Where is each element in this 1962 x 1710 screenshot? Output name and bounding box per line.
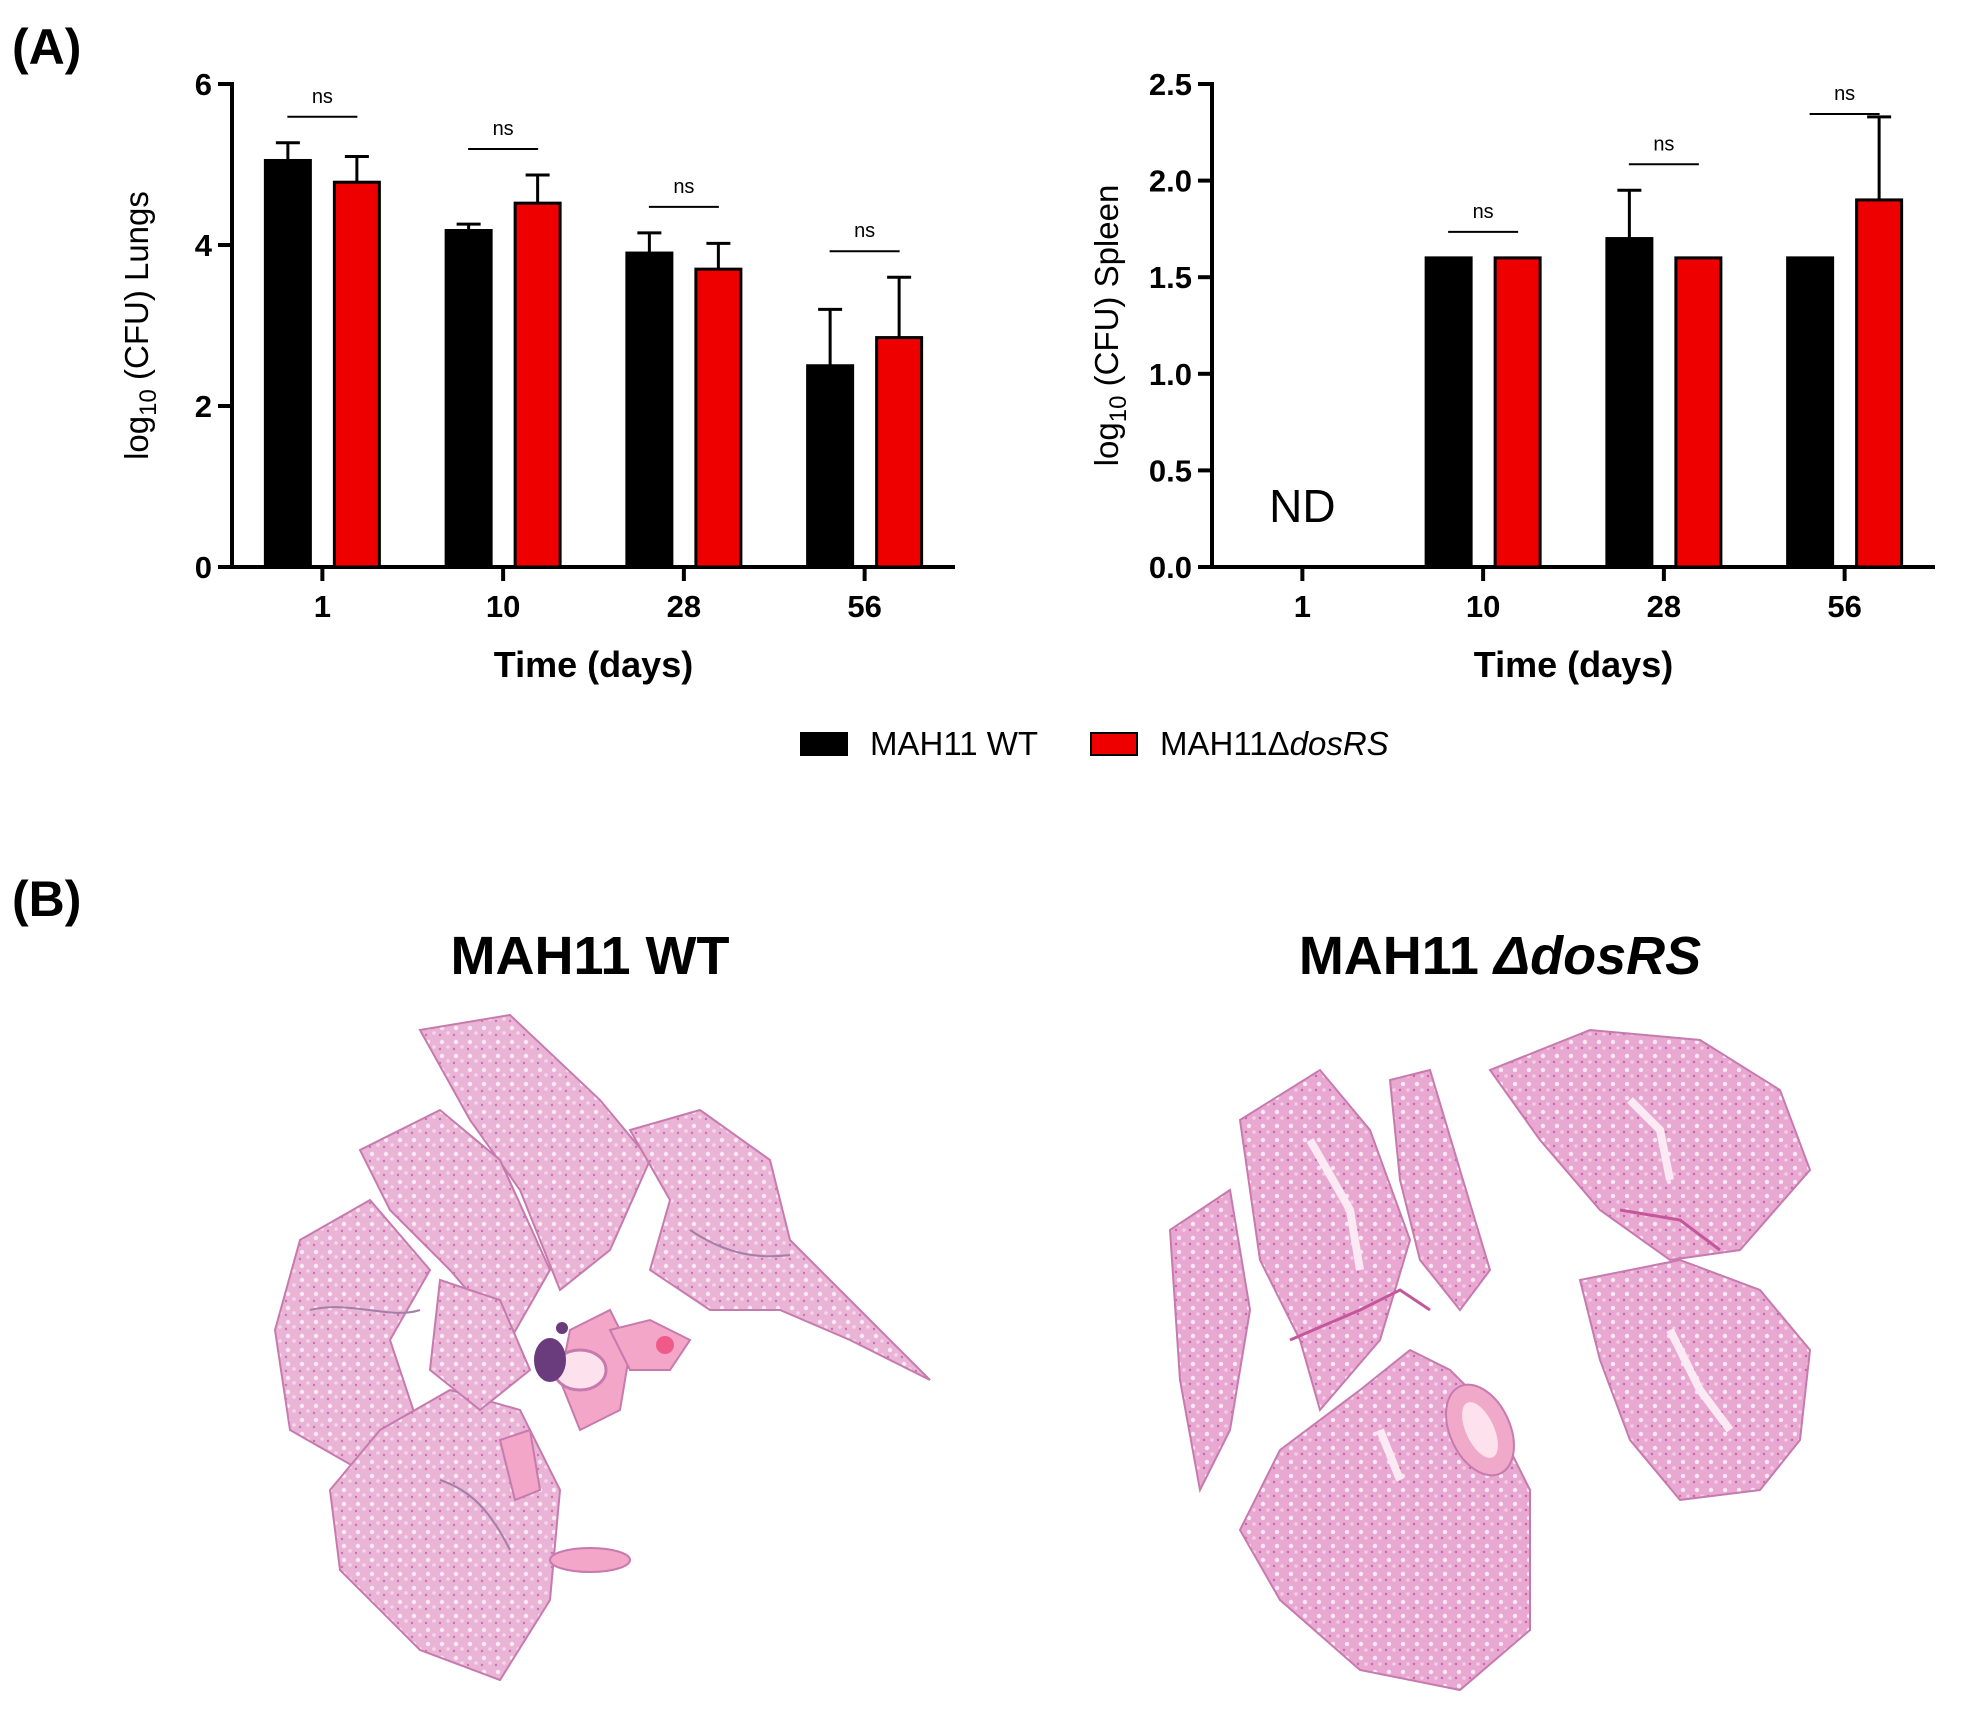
- spleen-y-tick-label: 1.0: [1149, 357, 1192, 392]
- panel-label-b: (B): [12, 871, 82, 927]
- spleen-nd-annotation: ND: [1269, 480, 1335, 532]
- lungs-bar: [263, 158, 312, 569]
- lungs-cfu-chart: 0 2 4 6 1 ns 10 ns 28 ns 56 ns Time (days) log10 (CFU…: [118, 67, 955, 685]
- lungs-bar: [875, 336, 924, 569]
- lungs-bar: [806, 364, 855, 569]
- histology-title-mutant: MAH11 ΔdosRS: [1298, 926, 1702, 986]
- legend-swatch-wt: [800, 732, 848, 756]
- spleen-bar: [1855, 198, 1904, 569]
- histology-image-mutant: [1168, 1028, 1812, 1692]
- spleen-significance-label: ns: [1834, 83, 1855, 105]
- spleen-y-axis-title: log10 (CFU) Spleen: [1088, 185, 1132, 467]
- spleen-x-axis-title: Time (days): [1474, 644, 1673, 685]
- lungs-y-axis-title: log10 (CFU) Lungs: [118, 191, 162, 460]
- spleen-significance-label: ns: [1653, 133, 1674, 155]
- lungs-significance-label: ns: [673, 176, 694, 198]
- lungs-significance-label: ns: [854, 220, 875, 242]
- lungs-bar: [513, 201, 562, 569]
- lungs-x-tick-label: 1: [314, 589, 331, 624]
- spleen-bar: [1493, 256, 1542, 569]
- chart-legend: MAH11 WT MAH11ΔdosRS: [0, 725, 1962, 775]
- spleen-significance-label: ns: [1473, 201, 1494, 223]
- lungs-x-axis-title: Time (days): [494, 644, 693, 685]
- spleen-bar: [1424, 256, 1473, 569]
- legend-label-mutant: MAH11ΔdosRS: [1160, 725, 1389, 762]
- lungs-bar: [694, 267, 743, 569]
- lungs-x-tick-label: 56: [847, 589, 881, 624]
- legend-swatch-mutant: [1090, 732, 1138, 756]
- spleen-bar: [1786, 256, 1835, 569]
- lungs-y-tick-label: 2: [195, 389, 212, 424]
- lungs-bar: [444, 229, 493, 569]
- lungs-y-tick-label: 6: [195, 67, 212, 102]
- spleen-y-tick-label: 0.5: [1149, 453, 1192, 488]
- lungs-y-tick-label: 0: [195, 550, 212, 585]
- spleen-y-tick-label: 2.0: [1149, 164, 1192, 199]
- histology-title-wt: MAH11 WT: [450, 926, 730, 986]
- spleen-y-tick-label: 0.0: [1149, 550, 1192, 585]
- spleen-x-tick-label: 56: [1827, 589, 1861, 624]
- lungs-y-tick-label: 4: [195, 228, 213, 263]
- lungs-x-tick-label: 10: [486, 589, 520, 624]
- spleen-x-tick-label: 28: [1647, 589, 1681, 624]
- lungs-bar: [332, 180, 381, 569]
- histology-image-wt: [273, 1013, 931, 1682]
- spleen-y-tick-label: 2.5: [1149, 67, 1192, 102]
- legend-item-wt: MAH11 WT: [800, 725, 1038, 763]
- legend-item-mutant: MAH11ΔdosRS: [1090, 725, 1389, 763]
- spleen-bar: [1605, 237, 1654, 569]
- lungs-significance-label: ns: [312, 86, 333, 108]
- lungs-bar: [625, 251, 674, 569]
- spleen-x-tick-label: 10: [1466, 589, 1500, 624]
- panel-label-a: (A): [12, 19, 82, 75]
- spleen-bar: [1674, 256, 1723, 569]
- lungs-significance-label: ns: [493, 118, 514, 140]
- spleen-cfu-chart: 0.0 0.5 1.0 1.5 2.0 2.5 1 10 ns 28 ns 56 ns ND Time (d…: [1088, 67, 1935, 685]
- spleen-x-tick-label: 1: [1294, 589, 1311, 624]
- lungs-x-tick-label: 28: [667, 589, 701, 624]
- spleen-y-tick-label: 1.5: [1149, 260, 1192, 295]
- legend-label-wt: MAH11 WT: [870, 725, 1039, 762]
